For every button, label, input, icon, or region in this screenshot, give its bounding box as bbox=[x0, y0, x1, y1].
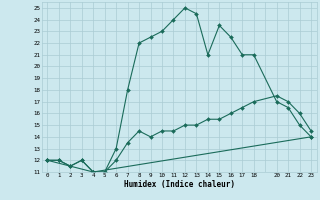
X-axis label: Humidex (Indice chaleur): Humidex (Indice chaleur) bbox=[124, 180, 235, 189]
